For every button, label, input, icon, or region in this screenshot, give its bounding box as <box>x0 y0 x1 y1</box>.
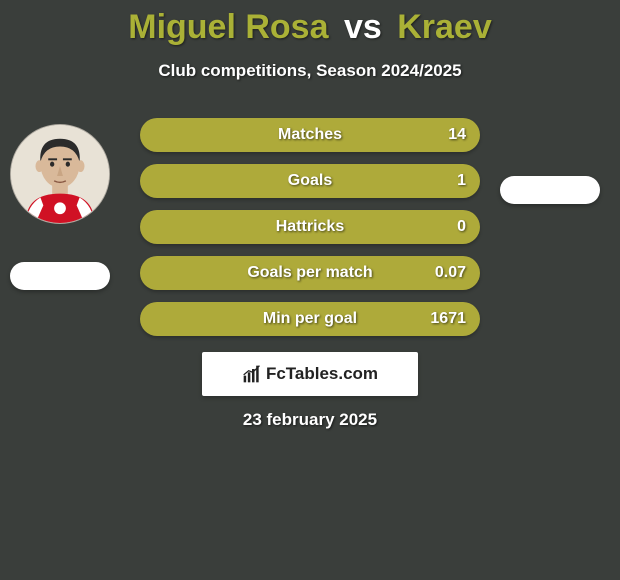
date-text: 23 february 2025 <box>0 410 620 430</box>
branding-text: FcTables.com <box>266 364 378 384</box>
page-title: Miguel Rosa vs Kraev <box>0 0 620 47</box>
chart-icon <box>242 364 262 384</box>
player-left-avatar <box>10 124 110 224</box>
player-right <box>500 124 600 204</box>
title-vs: vs <box>344 8 382 46</box>
player-left <box>10 124 110 290</box>
player-left-flag <box>10 262 110 290</box>
stat-label: Goals <box>288 172 332 190</box>
stat-row: Goals per match 0.07 <box>140 256 480 290</box>
title-player1: Miguel Rosa <box>128 8 328 46</box>
content-wrapper: Miguel Rosa vs Kraev Club competitions, … <box>0 0 620 81</box>
player-right-flag <box>500 176 600 204</box>
stat-right-value: 1 <box>457 172 466 190</box>
stat-right-value: 1671 <box>430 310 466 328</box>
branding-badge: FcTables.com <box>202 352 418 396</box>
avatar-illustration <box>11 125 109 223</box>
stat-right-value: 0 <box>457 218 466 236</box>
stat-label: Hattricks <box>276 218 344 236</box>
stat-row: Matches 14 <box>140 118 480 152</box>
stat-label: Goals per match <box>247 264 372 282</box>
subtitle: Club competitions, Season 2024/2025 <box>0 61 620 81</box>
stat-label: Min per goal <box>263 310 357 328</box>
stat-right-value: 0.07 <box>435 264 466 282</box>
stat-row: Hattricks 0 <box>140 210 480 244</box>
stat-bars: Matches 14 Goals 1 Hattricks 0 Goals per match… <box>140 118 480 348</box>
stat-label: Matches <box>278 126 342 144</box>
stat-row: Min per goal 1671 <box>140 302 480 336</box>
title-player2: Kraev <box>397 8 492 46</box>
stat-row: Goals 1 <box>140 164 480 198</box>
stat-right-value: 14 <box>448 126 466 144</box>
